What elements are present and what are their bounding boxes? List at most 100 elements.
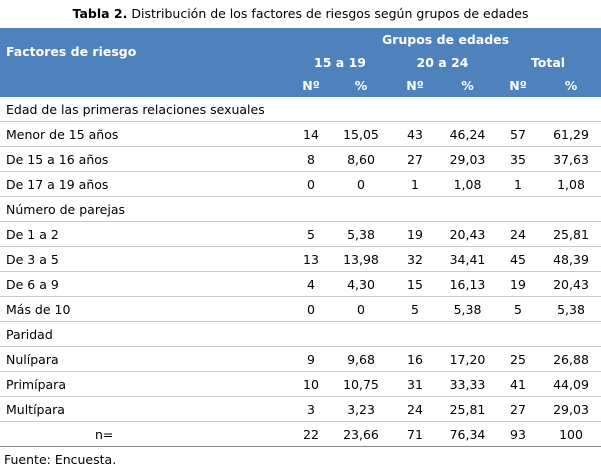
title-label: Tabla 2. <box>72 6 128 21</box>
cell: 23,66 <box>332 421 390 447</box>
cell: 61,29 <box>541 121 601 147</box>
header-cell: % <box>440 74 495 97</box>
cell: 25 <box>495 346 541 372</box>
table-row: Número de parejas <box>0 196 601 222</box>
cell: 24 <box>390 396 440 422</box>
cell: 9,68 <box>332 346 390 372</box>
cell: 13 <box>290 246 332 272</box>
footer: Fuente: Encuesta. <box>4 452 117 467</box>
cell: 10 <box>290 371 332 397</box>
cell: 22 <box>290 421 332 447</box>
cell: 34,41 <box>440 246 495 272</box>
cell: 4 <box>290 271 332 297</box>
cell: 1 <box>390 171 440 197</box>
cell: 32 <box>390 246 440 272</box>
table-row: n= 22 23,66 71 76,34 93 100 <box>0 421 601 447</box>
cell: 48,39 <box>541 246 601 272</box>
cell: 37,63 <box>541 146 601 172</box>
row-label: Menor de 15 años <box>0 121 290 147</box>
cell: 29,03 <box>440 146 495 172</box>
cell: 27 <box>390 146 440 172</box>
cell: 0 <box>290 171 332 197</box>
cell: 5,38 <box>440 296 495 322</box>
cell: 29,03 <box>541 396 601 422</box>
cell: 20,43 <box>440 221 495 247</box>
table-row: De 1 a 2 5 5,38 19 20,43 24 25,81 <box>0 221 601 247</box>
cell: 13,98 <box>332 246 390 272</box>
cell: 0 <box>290 296 332 322</box>
cell: 25,81 <box>440 396 495 422</box>
cell: 15,05 <box>332 121 390 147</box>
cell: 1 <box>495 171 541 197</box>
cell: 10,75 <box>332 371 390 397</box>
cell: 33,33 <box>440 371 495 397</box>
header-cell: Grupos de edades <box>290 28 601 51</box>
table-header: Factores de riesgo Grupos de edades 15 a … <box>0 28 601 97</box>
table-row: Menor de 15 años 14 15,05 43 46,24 57 61,29 <box>0 121 601 147</box>
cell: 44,09 <box>541 371 601 397</box>
cell: 31 <box>390 371 440 397</box>
table-row: De 3 a 5 13 13,98 32 34,41 45 48,39 <box>0 246 601 272</box>
cell: 5,38 <box>332 221 390 247</box>
row-label: Edad de las primeras relaciones sexuales <box>0 97 601 122</box>
cell: 1,08 <box>541 171 601 197</box>
cell: 26,88 <box>541 346 601 372</box>
row-label: Más de 10 <box>0 296 290 322</box>
cell: 20,43 <box>541 271 601 297</box>
cell: 5 <box>495 296 541 322</box>
row-label: De 15 a 16 años <box>0 146 290 172</box>
header-cell: 15 a 19 <box>290 51 390 74</box>
table-row: Multípara 3 3,23 24 25,81 27 29,03 <box>0 396 601 422</box>
cell: 14 <box>290 121 332 147</box>
table-row: Primípara 10 10,75 31 33,33 41 44,09 <box>0 371 601 397</box>
table-row: Paridad <box>0 321 601 347</box>
cell: 16 <box>390 346 440 372</box>
cell: 19 <box>495 271 541 297</box>
row-label: Primípara <box>0 371 290 397</box>
table-title: Tabla 2. Distribución de los factores de… <box>0 0 601 28</box>
title-text: Distribución de los factores de riesgos … <box>131 6 529 21</box>
table-row: De 15 a 16 años 8 8,60 27 29,03 35 37,63 <box>0 146 601 172</box>
row-label: Número de parejas <box>0 196 601 222</box>
table-row: Nulípara 9 9,68 16 17,20 25 26,88 <box>0 346 601 372</box>
table-row: De 6 a 9 4 4,30 15 16,13 19 20,43 <box>0 271 601 297</box>
table-row: Más de 10 0 0 5 5,38 5 5,38 <box>0 296 601 322</box>
cell: 46,24 <box>440 121 495 147</box>
cell: 43 <box>390 121 440 147</box>
header-cell: % <box>541 74 601 97</box>
table-row: Edad de las primeras relaciones sexuales <box>0 97 601 122</box>
cell: 25,81 <box>541 221 601 247</box>
cell: 0 <box>332 171 390 197</box>
cell: 5 <box>390 296 440 322</box>
cell: 100 <box>541 421 601 447</box>
cell: 41 <box>495 371 541 397</box>
cell: 8 <box>290 146 332 172</box>
row-label: De 17 a 19 años <box>0 171 290 197</box>
row-label: De 1 a 2 <box>0 221 290 247</box>
cell: 71 <box>390 421 440 447</box>
cell: 16,13 <box>440 271 495 297</box>
header-cell: Nº <box>495 74 541 97</box>
cell: 27 <box>495 396 541 422</box>
data-table: Factores de riesgo Grupos de edades 15 a … <box>0 28 601 447</box>
cell: 17,20 <box>440 346 495 372</box>
table-body: Edad de las primeras relaciones sexuales… <box>0 97 601 447</box>
header-cell: Total <box>495 51 601 74</box>
cell: 76,34 <box>440 421 495 447</box>
cell: 93 <box>495 421 541 447</box>
cell: 0 <box>332 296 390 322</box>
row-label: n= <box>0 421 290 447</box>
table-row: De 17 a 19 años 0 0 1 1,08 1 1,08 <box>0 171 601 197</box>
cell: 19 <box>390 221 440 247</box>
header-cell: 20 a 24 <box>390 51 495 74</box>
cell: 15 <box>390 271 440 297</box>
header-cell: Nº <box>290 74 332 97</box>
row-label: Multípara <box>0 396 290 422</box>
header-cell: Factores de riesgo <box>0 28 290 74</box>
cell: 8,60 <box>332 146 390 172</box>
header-cell: % <box>332 74 390 97</box>
cell: 3,23 <box>332 396 390 422</box>
cell: 4,30 <box>332 271 390 297</box>
cell: 57 <box>495 121 541 147</box>
